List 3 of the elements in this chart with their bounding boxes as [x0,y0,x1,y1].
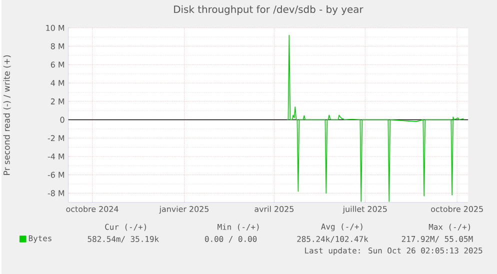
chart-title: Disk throughput for /dev/sdb - by year [174,5,364,15]
y-axis-title: Pr second read (-) / write (+) [3,55,11,175]
line-series [286,34,464,202]
